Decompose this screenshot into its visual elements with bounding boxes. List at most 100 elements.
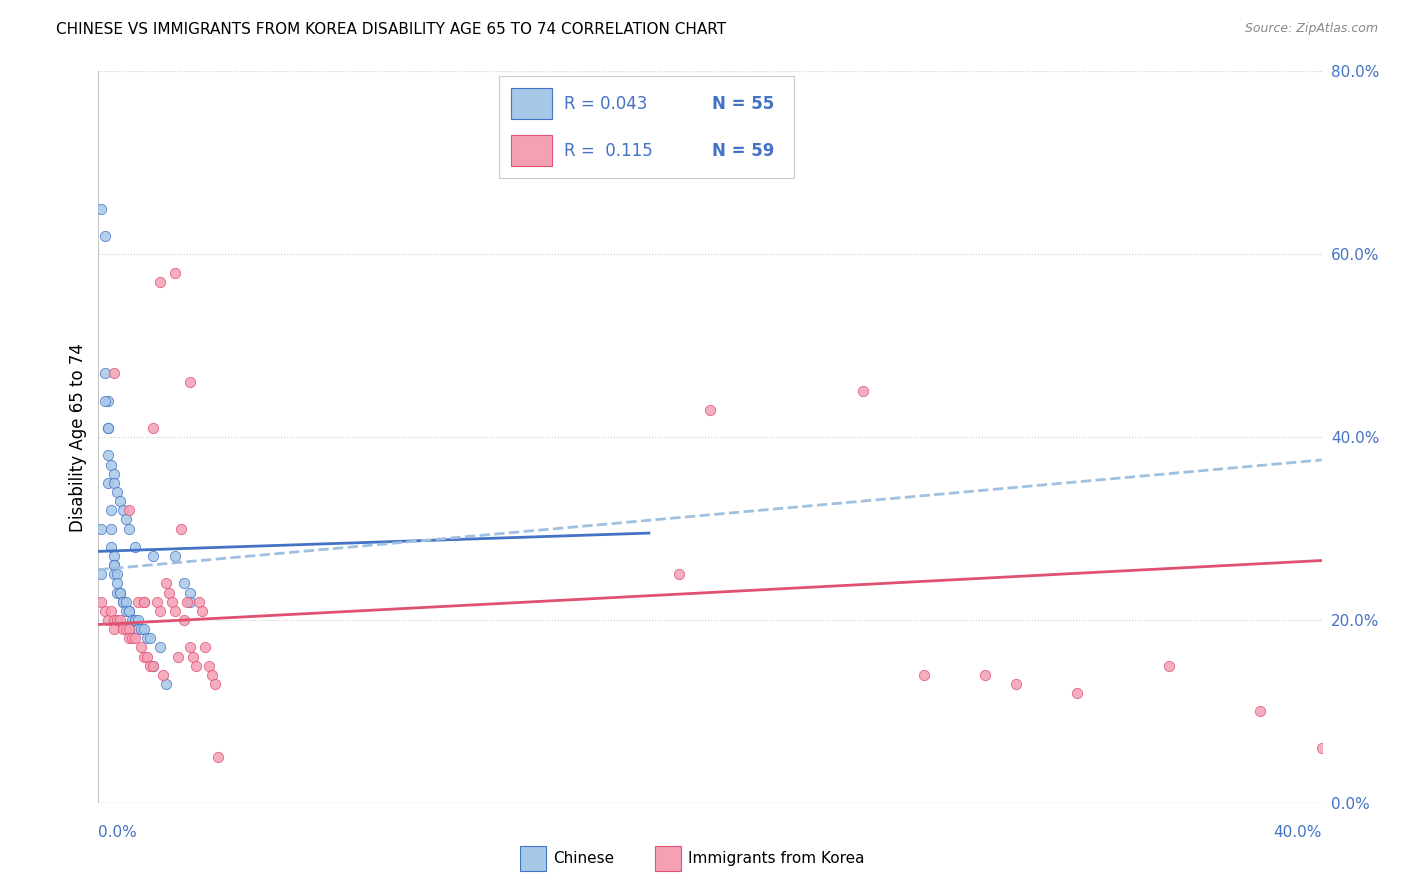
Point (105, 485, 128, 500)
Point (100, 540, 122, 554)
Point (142, 658, 165, 673)
Point (197, 658, 219, 673)
Point (129, 622, 152, 636)
Point (103, 613, 125, 627)
Point (974, 667, 997, 681)
Point (163, 604, 186, 618)
Point (1066, 686, 1088, 700)
Text: CHINESE VS IMMIGRANTS FROM KOREA DISABILITY AGE 65 TO 74 CORRELATION CHART: CHINESE VS IMMIGRANTS FROM KOREA DISABIL… (56, 22, 727, 37)
Text: 40.0%: 40.0% (1274, 825, 1322, 840)
Point (93, 228, 115, 243)
Point (97, 393, 120, 408)
Point (142, 658, 165, 673)
Text: Immigrants from Korea: Immigrants from Korea (689, 851, 865, 866)
Point (127, 613, 149, 627)
Point (149, 640, 172, 655)
Point (108, 585, 131, 599)
Text: R =  0.115: R = 0.115 (564, 142, 652, 160)
Point (100, 458, 122, 472)
Point (163, 266, 186, 280)
Point (103, 558, 125, 573)
Point (200, 667, 222, 681)
Point (1249, 705, 1271, 719)
Bar (510, 88, 553, 119)
Point (152, 667, 174, 681)
Point (97, 475, 120, 490)
Point (124, 540, 146, 554)
Point (179, 594, 201, 608)
Point (191, 604, 214, 618)
Point (1157, 658, 1180, 673)
Point (181, 649, 204, 664)
Y-axis label: Disability Age 65 to 74: Disability Age 65 to 74 (69, 343, 87, 532)
Point (108, 494, 131, 508)
Point (668, 567, 690, 582)
Point (93, 393, 115, 408)
Point (90, 202, 112, 216)
Point (93, 366, 115, 380)
Point (90, 521, 112, 535)
Point (176, 594, 198, 608)
Bar (520, 847, 546, 871)
Point (111, 594, 134, 608)
Point (127, 622, 149, 636)
Text: Chinese: Chinese (553, 851, 614, 866)
Point (90, 594, 112, 608)
Point (93, 604, 115, 618)
Point (157, 585, 180, 599)
Point (105, 567, 128, 582)
Point (167, 649, 190, 664)
Point (186, 658, 208, 673)
Point (118, 503, 141, 517)
Point (139, 658, 162, 673)
Point (103, 567, 125, 582)
Point (136, 632, 159, 646)
Point (103, 549, 125, 563)
Point (100, 503, 122, 517)
Point (207, 750, 229, 764)
Point (115, 512, 138, 526)
Point (173, 613, 195, 627)
Point (111, 622, 134, 636)
Point (134, 594, 156, 608)
Point (852, 384, 875, 399)
Text: R = 0.043: R = 0.043 (564, 95, 647, 112)
Bar (510, 136, 553, 166)
Point (118, 632, 141, 646)
Point (103, 467, 125, 481)
Point (121, 632, 143, 646)
Point (204, 677, 226, 691)
Point (136, 649, 159, 664)
Point (118, 521, 141, 535)
Point (129, 640, 152, 655)
Point (127, 594, 149, 608)
Point (142, 549, 165, 563)
Point (179, 376, 201, 390)
Point (160, 594, 183, 608)
Point (124, 613, 146, 627)
Point (912, 667, 935, 681)
Point (97, 421, 120, 435)
Point (124, 632, 146, 646)
Point (145, 594, 167, 608)
Point (134, 594, 156, 608)
Point (108, 585, 131, 599)
Point (149, 275, 172, 289)
Point (90, 567, 112, 582)
Point (194, 640, 217, 655)
Point (170, 521, 193, 535)
Point (1310, 740, 1333, 755)
Point (105, 576, 128, 591)
Point (111, 503, 134, 517)
Point (118, 604, 141, 618)
Point (115, 622, 138, 636)
Point (100, 604, 122, 618)
Point (149, 604, 172, 618)
Point (105, 613, 128, 627)
Point (118, 604, 141, 618)
Bar (655, 847, 681, 871)
Text: N = 55: N = 55 (711, 95, 773, 112)
Point (103, 622, 125, 636)
Point (163, 549, 186, 563)
Text: N = 59: N = 59 (711, 142, 775, 160)
